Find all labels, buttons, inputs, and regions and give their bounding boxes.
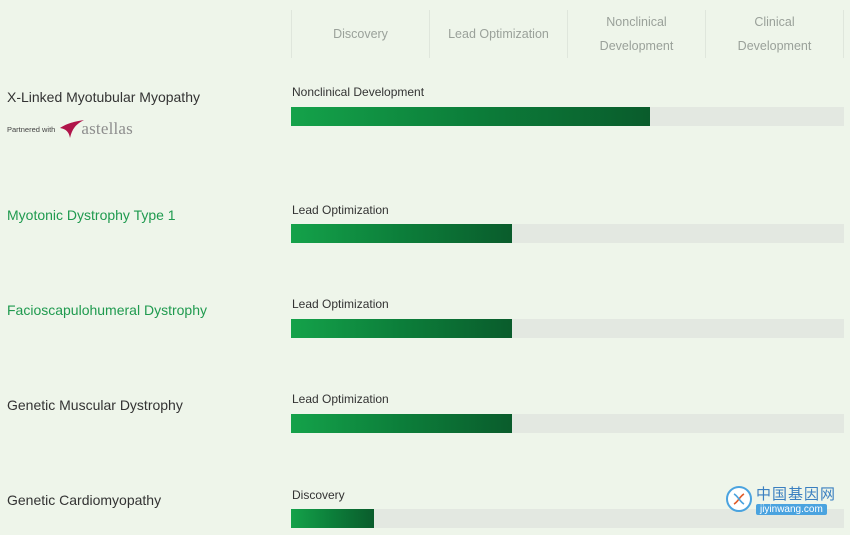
program-name: Genetic Muscular Dystrophy	[7, 397, 183, 413]
watermark: 中国基因网 jiyinwang.com	[725, 483, 836, 515]
bar-stage-label: Lead Optimization	[292, 392, 389, 406]
bar-track	[291, 224, 844, 243]
stage-discovery: Discovery	[291, 10, 429, 58]
partner-text: Partnered with	[7, 124, 56, 134]
bar-stage-label: Lead Optimization	[292, 297, 389, 311]
astellas-swoosh-icon	[60, 120, 85, 138]
astellas-logo: astellas	[59, 119, 133, 139]
partner-block: Partnered with astellas	[7, 118, 133, 140]
watermark-dna-icon	[725, 486, 752, 512]
program-name: Facioscapulohumeral Dystrophy	[7, 302, 207, 318]
stage-header: Discovery Lead Optimization Nonclinical …	[291, 10, 844, 58]
bar-track	[291, 414, 844, 433]
program-name: X-Linked Myotubular Myopathy	[7, 89, 200, 105]
program-name: Genetic Cardiomyopathy	[7, 492, 162, 508]
bar-fill	[291, 414, 513, 433]
astellas-wordmark: astellas	[81, 119, 133, 138]
bar-track	[291, 509, 844, 528]
bar-track	[291, 319, 844, 338]
watermark-cn: 中国基因网	[755, 486, 836, 503]
bar-fill	[291, 319, 513, 338]
bar-track	[291, 107, 844, 126]
bar-fill	[291, 509, 374, 528]
program-name: Myotonic Dystrophy Type 1	[7, 207, 176, 223]
stage-nonclinical-development: Nonclinical Development	[567, 10, 705, 58]
stage-lead-optimization: Lead Optimization	[429, 10, 567, 58]
watermark-url: jiyinwang.com	[755, 504, 827, 515]
bar-fill	[291, 224, 513, 243]
bar-stage-label: Discovery	[292, 488, 345, 502]
bar-stage-label: Nonclinical Development	[292, 85, 425, 99]
stage-clinical-development: Clinical Development	[705, 10, 844, 58]
bar-stage-label: Lead Optimization	[292, 203, 389, 217]
bar-fill	[291, 107, 651, 126]
